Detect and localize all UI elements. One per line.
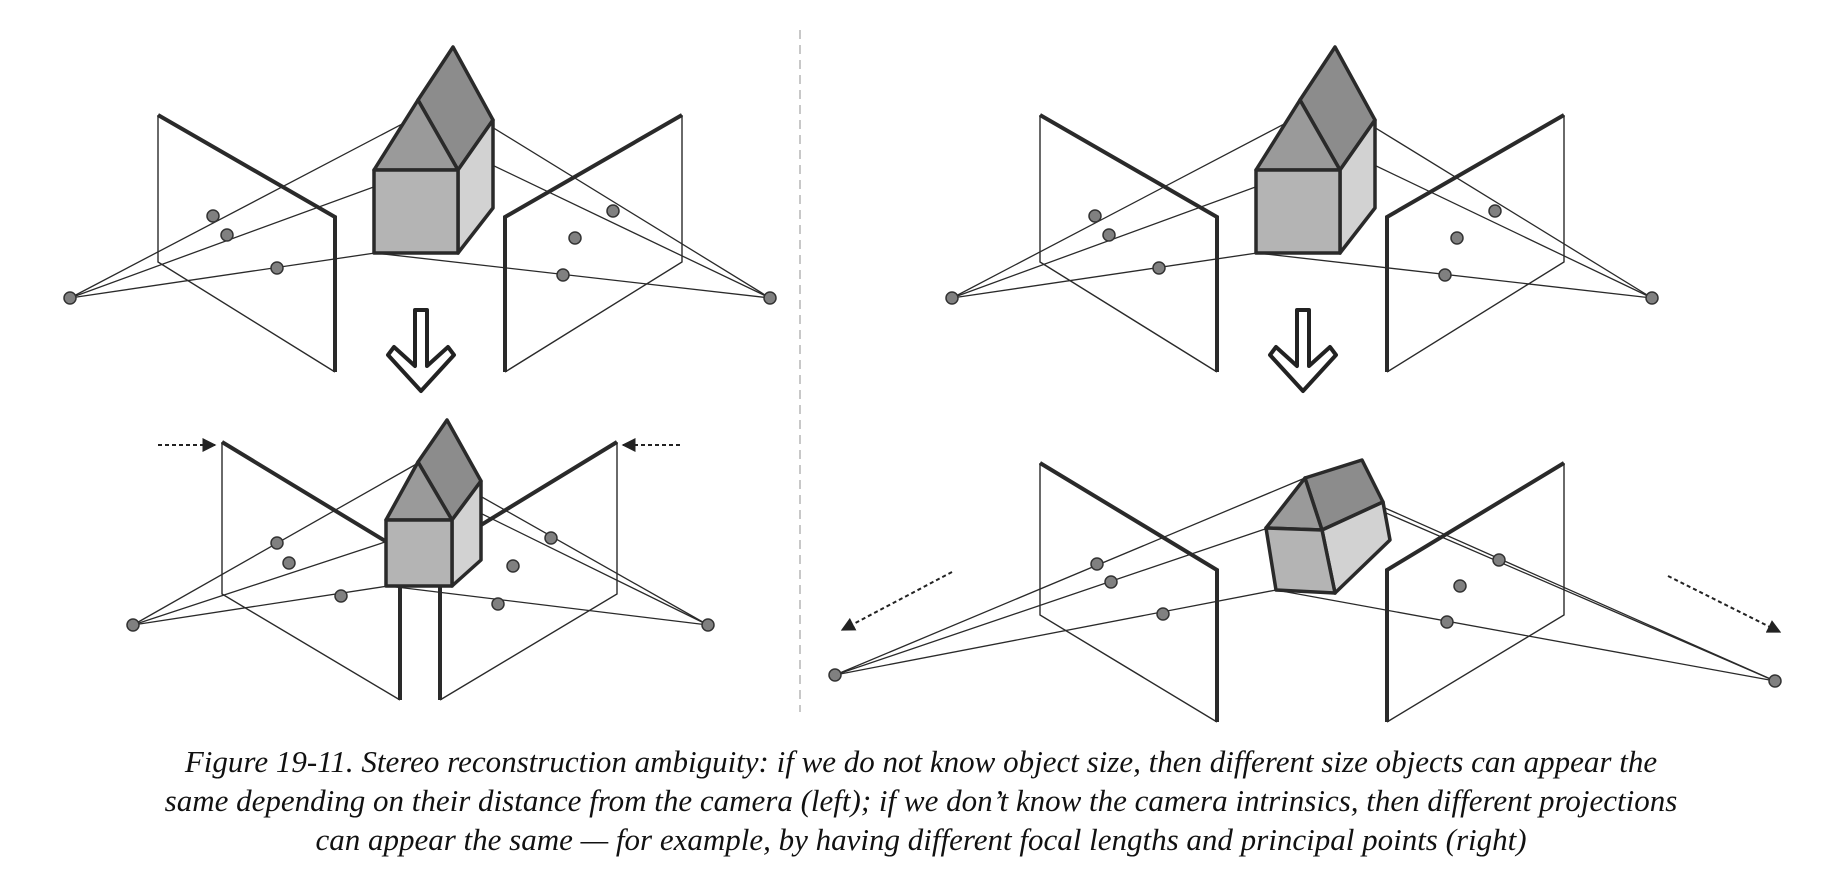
caption-line-1: Figure 19-11. Stereo reconstruction ambi… xyxy=(184,744,1658,779)
house xyxy=(1264,458,1392,595)
caption-line-3: can appear the same — for example, by ha… xyxy=(315,822,1527,857)
camera-center xyxy=(828,668,1782,688)
stereo-ambiguity-figure xyxy=(63,30,1782,723)
right-top-scene xyxy=(945,45,1659,373)
projection-rays xyxy=(69,99,771,299)
house xyxy=(384,418,483,588)
camera-center xyxy=(126,618,715,632)
projection-rays xyxy=(951,99,1653,299)
projected-point xyxy=(206,204,620,282)
caption-line-2: same depending on their distance from th… xyxy=(164,783,1678,818)
down-arrow-icon xyxy=(386,308,456,393)
image-plane xyxy=(220,440,402,701)
projected-point xyxy=(270,531,558,611)
image-plane xyxy=(503,113,683,373)
camera-center xyxy=(63,291,777,305)
house xyxy=(1254,45,1377,255)
house xyxy=(372,45,495,255)
image-plane xyxy=(1038,461,1219,723)
figure-caption: Figure 19-11. Stereo reconstruction ambi… xyxy=(30,742,1812,859)
image-plane xyxy=(157,113,337,373)
camera-center xyxy=(945,291,1659,305)
image-plane xyxy=(1385,113,1565,373)
image-plane xyxy=(1385,461,1566,723)
left-top-scene xyxy=(63,45,777,373)
projected-point xyxy=(1090,553,1506,629)
image-plane xyxy=(1039,113,1219,373)
down-arrow-icon xyxy=(1268,308,1338,393)
projected-point xyxy=(1088,204,1502,282)
right-bottom-scene xyxy=(828,458,1782,723)
left-bottom-scene xyxy=(126,418,715,701)
